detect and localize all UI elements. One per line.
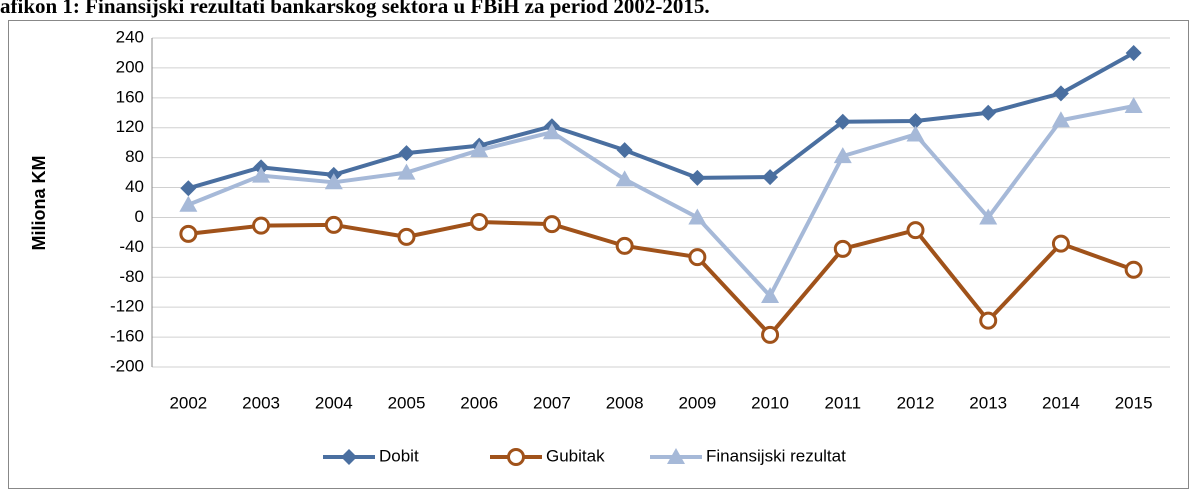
- legend-marker: [341, 449, 357, 465]
- data-point: [542, 215, 561, 234]
- y-tick-label: 200: [116, 57, 144, 76]
- data-point: [1125, 44, 1142, 61]
- data-point: [470, 212, 489, 231]
- data-point: [980, 104, 997, 121]
- x-tick-label: 2015: [1115, 393, 1153, 412]
- series-line: [188, 219, 1135, 337]
- data-point: [688, 248, 707, 267]
- data-point: [179, 224, 198, 243]
- chart-border: [8, 20, 1189, 489]
- y-tick-label: -120: [110, 297, 144, 316]
- y-tick-label: 240: [116, 27, 144, 46]
- data-point: [762, 169, 779, 186]
- data-point: [689, 169, 706, 186]
- data-point: [688, 208, 707, 225]
- x-tick-label: 2005: [388, 393, 426, 412]
- data-point: [833, 239, 852, 258]
- data-point: [1124, 260, 1143, 279]
- data-point: [906, 221, 925, 240]
- y-tick-label: 120: [116, 117, 144, 136]
- x-tick-label: 2009: [678, 393, 716, 412]
- data-point: [833, 147, 852, 164]
- chart-title: afikon 1: Finansijski rezultati bankarsk…: [0, 0, 710, 18]
- data-point: [906, 125, 925, 142]
- series-line: [187, 51, 1135, 191]
- series-line: [187, 104, 1135, 298]
- y-tick-label: 0: [135, 207, 144, 226]
- legend-label: Dobit: [379, 446, 419, 465]
- x-tick-label: 2013: [969, 393, 1007, 412]
- x-tick-label: 2014: [1042, 393, 1080, 412]
- x-tick-label: 2011: [825, 393, 862, 412]
- data-point: [179, 195, 198, 212]
- data-point: [398, 145, 415, 162]
- data-point: [180, 180, 197, 197]
- data-point: [542, 123, 561, 140]
- data-point: [761, 325, 780, 344]
- data-point: [252, 216, 271, 235]
- y-tick-label: 40: [125, 177, 144, 196]
- data-point: [397, 163, 416, 180]
- x-tick-label: 2006: [460, 393, 498, 412]
- x-tick-label: 2010: [751, 393, 789, 412]
- data-point: [761, 286, 780, 303]
- x-tick-label: 2003: [242, 393, 280, 412]
- y-tick-label: -200: [110, 356, 144, 375]
- data-point: [615, 236, 634, 255]
- legend-marker: [667, 448, 685, 464]
- x-tick-label: 2007: [533, 393, 571, 412]
- data-point: [252, 166, 271, 183]
- data-point: [1124, 97, 1143, 114]
- data-point: [470, 141, 489, 158]
- x-tick-label: 2012: [897, 393, 935, 412]
- legend-label: Gubitak: [546, 446, 605, 465]
- y-tick-label: -160: [110, 327, 144, 346]
- y-tick-label: 80: [125, 147, 144, 166]
- data-point: [1051, 111, 1070, 128]
- y-axis-label: Miliona KM: [29, 156, 49, 251]
- data-point: [324, 173, 343, 190]
- data-point: [979, 208, 998, 225]
- data-point: [397, 227, 416, 246]
- x-tick-label: 2008: [606, 393, 644, 412]
- data-point: [615, 170, 634, 187]
- data-point: [979, 311, 998, 330]
- legend-marker: [507, 448, 525, 466]
- data-point: [1052, 85, 1069, 102]
- data-point: [324, 215, 343, 234]
- data-point: [834, 113, 851, 130]
- data-point: [616, 142, 633, 159]
- x-tick-label: 2002: [169, 393, 207, 412]
- data-point: [1051, 234, 1070, 253]
- x-tick-label: 2004: [315, 393, 353, 412]
- data-point: [907, 112, 924, 129]
- y-tick-label: 160: [116, 87, 144, 106]
- y-tick-label: -80: [119, 267, 144, 286]
- y-tick-label: -40: [119, 237, 144, 256]
- legend-label: Finansijski rezultat: [706, 446, 846, 465]
